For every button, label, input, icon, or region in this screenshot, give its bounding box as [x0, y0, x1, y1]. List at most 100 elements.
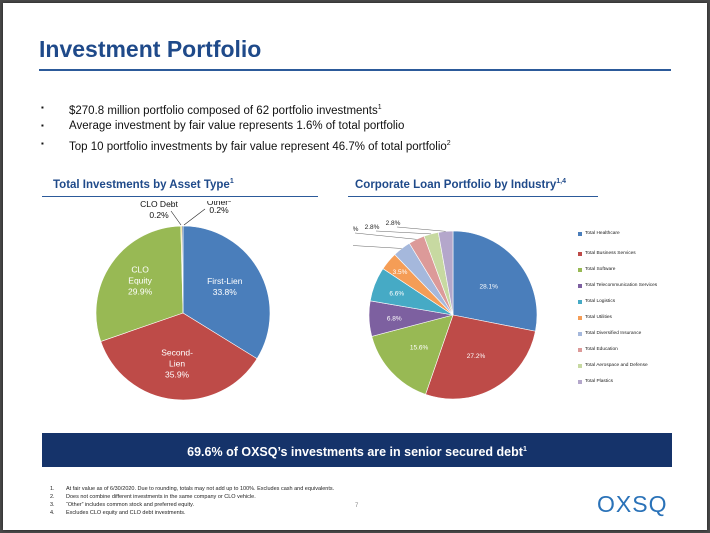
bullet-icon: ▪: [41, 103, 44, 112]
pie-slice: [100, 312, 258, 401]
pie-slice: [95, 225, 184, 342]
title-divider: [39, 69, 671, 71]
pie-slice: [452, 230, 538, 332]
legend-swatch: [578, 380, 582, 384]
bullet-list: ▪ $270.8 million portfolio composed of 62…: [41, 99, 451, 153]
company-logo: OXSQ: [597, 491, 668, 517]
page-number: 7: [355, 503, 359, 509]
legend-item: Total Aerospace and Defense: [578, 363, 675, 369]
bullet-icon: ▪: [41, 139, 44, 148]
footnote-text: Does not combine different investments i…: [66, 494, 256, 500]
legend-label: Total Telecommunication Services: [585, 283, 658, 288]
bullet-footnote-ref: 1: [377, 104, 382, 111]
leader-line: [353, 245, 402, 249]
legend-label: Total Diversified Insurance: [585, 331, 642, 336]
legend-swatch: [578, 268, 582, 272]
legend-swatch: [578, 364, 582, 368]
legend-swatch: [578, 284, 582, 288]
legend-item: Total Education: [578, 347, 675, 353]
footnote-number: 3.: [50, 502, 55, 508]
leader-line: [354, 232, 417, 240]
legend-item: Total Business Services: [578, 251, 675, 257]
footnote: 4. Excludes CLO equity and CLO debt inves…: [50, 509, 334, 517]
footnote: 2. Does not combine different investments…: [50, 493, 334, 501]
legend-swatch: [578, 232, 582, 236]
legend-item: Total Plastics: [578, 379, 675, 385]
legend-label: Total Logistics: [585, 299, 616, 304]
bullet-icon: ▪: [41, 121, 44, 130]
legend-swatch: [578, 348, 582, 352]
footnote-text: At fair value as of 6/30/2020. Due to ro…: [66, 486, 335, 492]
legend-label: Total Software: [585, 267, 616, 272]
bullet-item: ▪ $270.8 million portfolio composed of 62…: [41, 99, 451, 117]
legend-label: Total Plastics: [585, 379, 613, 384]
asset-type-pie-chart: First-Lien 33.8% Second-Lien 35.9% CLO Equity…: [95, 201, 271, 401]
footnotes: 1. At fair value as of 6/30/2020. Due to …: [50, 485, 334, 517]
legend-label: Total Education: [585, 347, 618, 352]
legend-item: Total Software: [578, 267, 675, 273]
footnote-number: 4.: [50, 510, 55, 516]
chart-title-text: Total Investments by Asset Type: [53, 178, 230, 191]
slide: Investment Portfolio ▪ $270.8 million por…: [3, 3, 707, 530]
pie-slice: [437, 230, 454, 316]
legend-swatch: [578, 332, 582, 336]
bullet-text: $270.8 million portfolio composed of 62 …: [69, 104, 378, 117]
pie-slice: [181, 225, 184, 314]
pie-slice: [182, 225, 271, 360]
leader-line: [170, 210, 182, 226]
pie-label: 28.1%: [479, 284, 498, 291]
pie-label: 2.8%: [365, 224, 380, 231]
banner-text: 69.6% of OXSQ’s investments are in senio…: [187, 445, 523, 460]
asset-type-chart-divider: [42, 196, 318, 197]
legend-label: Total Healthcare: [585, 231, 620, 236]
legend-item: Total Telecommunication Services: [578, 283, 675, 289]
footnote: 3. “Other” includes common stock and pref…: [50, 501, 334, 509]
footnote-text: Excludes CLO equity and CLO debt investm…: [66, 510, 186, 516]
pie-label: CLO Debt 0.2%: [140, 201, 178, 220]
pie-label: 2.8%: [386, 220, 401, 227]
leader-line: [183, 208, 206, 226]
page-title: Investment Portfolio: [39, 36, 262, 62]
legend-swatch: [578, 300, 582, 304]
leader-line: [375, 230, 432, 235]
footnote-number: 2.: [50, 494, 55, 500]
legend-label: Total Utilities: [585, 315, 612, 320]
industry-chart-divider: [348, 196, 598, 197]
pie-label: Second-Lien 35.9%: [161, 348, 193, 380]
pie-label: 6.6%: [389, 291, 404, 298]
bullet-footnote-ref: 2: [446, 140, 451, 147]
bullet-text: Average investment by fair value represe…: [69, 120, 405, 132]
chart-title-footnote-ref: 1,4: [556, 178, 566, 185]
footnote-text: “Other” includes common stock and prefer…: [66, 502, 194, 508]
legend-swatch: [578, 252, 582, 256]
bullet-text: Top 10 portfolio investments by fair val…: [69, 140, 447, 153]
legend-item: Total Logistics: [578, 299, 675, 305]
bullet-item: ▪ Average investment by fair value repres…: [41, 117, 451, 135]
pie-label: First-Lien 33.8%: [207, 276, 243, 297]
pie-slice: [425, 314, 536, 400]
chart-title-text: Corporate Loan Portfolio by Industry: [355, 178, 557, 191]
footnote-number: 1.: [50, 486, 55, 492]
pie-label: 15.6%: [410, 344, 429, 351]
summary-banner: 69.6% of OXSQ’s investments are in senio…: [42, 433, 672, 467]
industry-chart-title: Corporate Loan Portfolio by Industry1,4: [355, 178, 566, 191]
bullet-item: ▪ Top 10 portfolio investments by fair va…: [41, 135, 451, 153]
legend-label: Total Aerospace and Defense: [585, 363, 648, 368]
industry-pie-chart: 28.1%27.2%15.6%6.8%6.6%3.5%3.5%3.1%2.8%2…: [353, 220, 538, 400]
chart-title-footnote-ref: 1: [229, 178, 234, 185]
pie-label: 3.5%: [393, 269, 408, 276]
leader-line: [396, 226, 446, 232]
asset-type-chart-title: Total Investments by Asset Type1: [53, 178, 234, 191]
footnote: 1. At fair value as of 6/30/2020. Due to …: [50, 485, 334, 493]
legend-item: Total Utilities: [578, 315, 675, 321]
pie-label: Other3 0.2%: [207, 201, 231, 215]
banner-footnote-ref: 1: [522, 446, 527, 453]
legend-swatch: [578, 316, 582, 320]
pie-label: 3.1%: [353, 226, 359, 233]
legend-label: Total Business Services: [585, 251, 636, 256]
pie-label: 27.2%: [467, 353, 486, 360]
pie-slice: [371, 314, 454, 395]
legend-item: Total Healthcare: [578, 231, 675, 237]
legend-item: Total Diversified Insurance: [578, 331, 675, 337]
pie-label: 6.8%: [387, 316, 402, 323]
